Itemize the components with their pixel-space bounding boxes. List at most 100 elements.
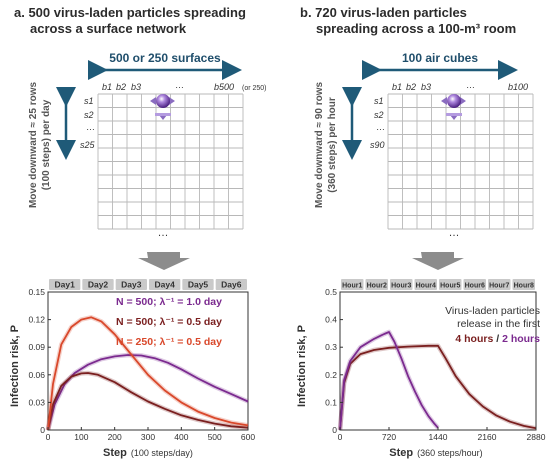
down-arrow-icon bbox=[412, 252, 464, 270]
period-label: Hour7 bbox=[489, 283, 509, 290]
period-label: Day3 bbox=[121, 280, 142, 290]
legend-item: N = 500; λ⁻¹ = 1.0 day bbox=[116, 296, 222, 308]
panel-a-columns-label: 500 or 250 surfaces bbox=[109, 51, 221, 65]
period-box bbox=[488, 279, 511, 290]
air-cube-grid bbox=[387, 93, 534, 230]
y-tick-label: 0.3 bbox=[325, 342, 337, 352]
legend-item: N = 500; λ⁻¹ = 0.5 day bbox=[116, 316, 222, 328]
period-box bbox=[390, 279, 413, 290]
period-box bbox=[215, 279, 247, 290]
series-line bbox=[47, 372, 249, 431]
panel-a-row-labels: s1 s2 … s25 bbox=[80, 96, 96, 150]
period-box bbox=[439, 279, 462, 290]
x-tick-label: 2880 bbox=[527, 432, 546, 442]
row-label: s90 bbox=[370, 140, 385, 150]
row-label: s2 bbox=[84, 110, 94, 120]
period-label: Hour4 bbox=[416, 283, 436, 290]
col-label: … bbox=[175, 80, 184, 90]
x-tick-label: 0 bbox=[46, 432, 51, 442]
period-box bbox=[182, 279, 214, 290]
period-label: Hour6 bbox=[465, 283, 485, 290]
period-label: Hour5 bbox=[440, 283, 460, 290]
period-label: Hour3 bbox=[391, 283, 411, 290]
chart-b-xlabel: Step (360 steps/hour) bbox=[389, 447, 482, 459]
panel-b-rows-label-1: Move downward ≈ 90 rows bbox=[314, 82, 325, 209]
period-box bbox=[512, 279, 535, 290]
chart-a-ticks: 0 100 200 300 400 500 600 0 0.03 0.06 0.09 0.12 0.15 bbox=[28, 287, 255, 442]
day-labels: Day1 Day2 Day3 Day4 Day5 Day6 bbox=[49, 279, 247, 290]
row-label: s25 bbox=[80, 140, 96, 150]
chart-a-plot bbox=[47, 291, 249, 431]
row-label: … bbox=[376, 122, 385, 132]
row-label: s2 bbox=[374, 110, 384, 120]
panel-a-ellipsis: … bbox=[158, 227, 169, 239]
x-tick-label: 0 bbox=[338, 432, 343, 442]
period-label: Day4 bbox=[155, 280, 176, 290]
x-tick-label: 2160 bbox=[478, 432, 497, 442]
row-label: … bbox=[86, 122, 95, 132]
panel-b-row-labels: s1 s2 … s90 bbox=[370, 96, 385, 150]
chart-b-ticks: 0 720 1440 2160 2880 0 0.1 0.2 0.3 0.4 0.5 bbox=[325, 287, 546, 442]
period-label: Day1 bbox=[55, 280, 76, 290]
series-line bbox=[339, 331, 439, 431]
col-label: b500 bbox=[214, 82, 234, 92]
plot-frame bbox=[47, 291, 249, 431]
series-band bbox=[337, 343, 537, 431]
panel-a-title-2: across a surface network bbox=[30, 21, 187, 36]
y-tick-label: 0 bbox=[332, 425, 337, 435]
panel-a-rows-label-1: Move downward ≈ 25 rows bbox=[28, 82, 39, 209]
y-tick-label: 0.12 bbox=[28, 315, 45, 325]
x-tick-label: 600 bbox=[241, 432, 255, 442]
panel-a-col-labels: b1 b2 b3 … b500 (or 250) bbox=[102, 80, 267, 92]
chart-b-annotation: Virus-laden particles release in the fir… bbox=[445, 305, 540, 345]
period-box bbox=[49, 279, 81, 290]
y-tick-label: 0.06 bbox=[28, 370, 45, 380]
chart-b-series bbox=[337, 329, 537, 431]
y-tick-label: 0.5 bbox=[325, 287, 337, 297]
chart-a-series bbox=[45, 315, 249, 431]
particle-icon bbox=[441, 94, 466, 120]
panel-a-rows-label-2: (100 steps) per day bbox=[41, 99, 52, 190]
period-box bbox=[365, 279, 388, 290]
down-arrow-icon bbox=[138, 252, 190, 270]
period-box bbox=[341, 279, 364, 290]
period-label: Hour8 bbox=[514, 283, 534, 290]
period-label: Day5 bbox=[188, 280, 209, 290]
x-tick-label: 400 bbox=[174, 432, 188, 442]
y-tick-label: 0.2 bbox=[325, 370, 337, 380]
period-box bbox=[149, 279, 181, 290]
panel-b-rows-label-2: (360 steps) per hour bbox=[327, 97, 338, 193]
col-label: b100 bbox=[508, 82, 528, 92]
x-tick-label: 100 bbox=[74, 432, 88, 442]
panel-a-title-1: a. 500 virus-laden particles spreading bbox=[14, 5, 246, 20]
chart-a-ylabel: Infection risk, P bbox=[9, 325, 21, 407]
annotation-line-1: Virus-laden particles bbox=[445, 305, 540, 317]
y-tick-label: 0.1 bbox=[325, 397, 337, 407]
panel-b-title-2: spreading across a 100-m³ room bbox=[316, 21, 516, 36]
col-label: b2 bbox=[406, 82, 416, 92]
y-tick-label: 0.09 bbox=[28, 342, 45, 352]
period-box bbox=[463, 279, 486, 290]
chart-b: Hour1 Hour2 Hour3 Hour4 Hour5 Hour6 Hour7 Hour8… bbox=[296, 279, 546, 459]
particle-icon bbox=[150, 94, 175, 120]
col-label: b2 bbox=[116, 82, 126, 92]
col-label: b1 bbox=[102, 82, 112, 92]
col-label: … bbox=[466, 80, 475, 90]
row-label: s1 bbox=[84, 96, 94, 106]
col-label: b1 bbox=[392, 82, 402, 92]
annotation-line-2: release in the first bbox=[457, 318, 540, 330]
period-box bbox=[115, 279, 147, 290]
legend-item: N = 250; λ⁻¹ = 0.5 day bbox=[116, 336, 222, 348]
x-tick-label: 200 bbox=[108, 432, 122, 442]
col-label: b3 bbox=[131, 82, 141, 92]
period-box bbox=[82, 279, 114, 290]
series-line bbox=[47, 316, 249, 431]
x-tick-label: 720 bbox=[382, 432, 396, 442]
series-line bbox=[339, 344, 537, 431]
col-label: b3 bbox=[421, 82, 431, 92]
chart-a-xlabel: Step (100 steps/day) bbox=[103, 447, 193, 459]
x-tick-label: 500 bbox=[208, 432, 222, 442]
y-tick-label: 0.15 bbox=[28, 287, 45, 297]
annotation-hours: 4 hours / 2 hours bbox=[455, 333, 540, 345]
